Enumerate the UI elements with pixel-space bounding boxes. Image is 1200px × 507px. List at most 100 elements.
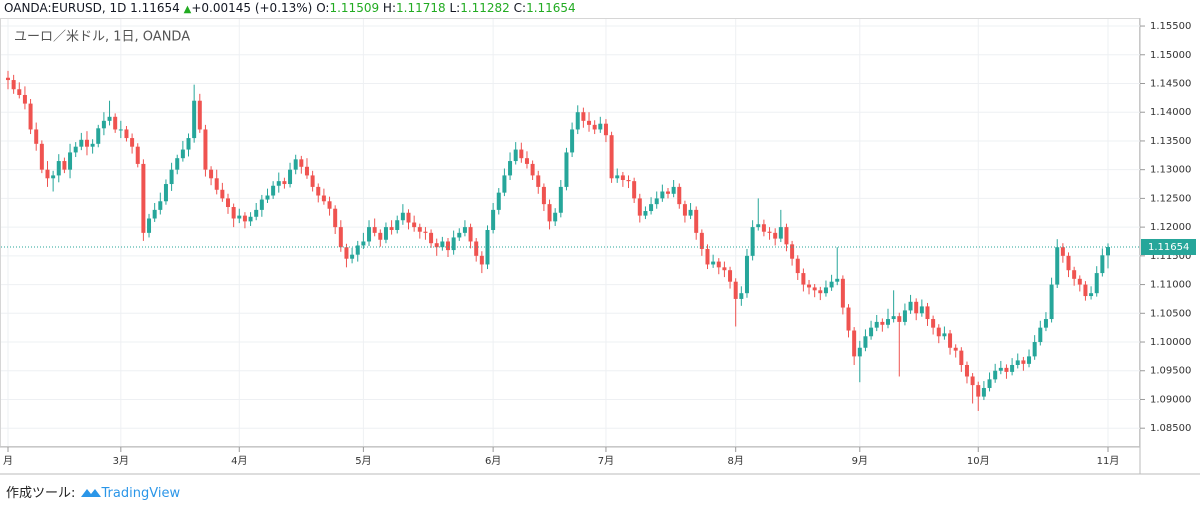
candle-body xyxy=(186,138,191,150)
candle-body xyxy=(440,241,445,248)
candle-body xyxy=(180,149,185,159)
candle-body xyxy=(1027,356,1032,364)
candle-body xyxy=(987,379,992,388)
candle-body xyxy=(993,370,998,380)
symbol: OANDA:EURUSD, 1D xyxy=(4,1,127,15)
candle-body xyxy=(316,186,321,196)
candle-body xyxy=(417,227,422,232)
candle-body xyxy=(22,94,27,104)
candle-body xyxy=(795,258,800,274)
candle-body xyxy=(750,227,755,256)
brand[interactable]: TradingView xyxy=(101,486,181,501)
candle-body xyxy=(462,227,467,233)
candle-body xyxy=(1038,327,1043,343)
candle-body xyxy=(45,169,50,179)
candle-body xyxy=(880,321,885,325)
candle-body xyxy=(891,316,896,320)
candle-body xyxy=(744,255,749,294)
candle-body xyxy=(711,261,716,265)
candle-body xyxy=(1055,247,1060,285)
candle-body xyxy=(378,232,383,240)
plot-frame xyxy=(0,18,1140,447)
candle-body xyxy=(914,301,919,314)
candle-body xyxy=(271,185,276,196)
price-label-box xyxy=(1141,238,1196,255)
candle-body xyxy=(367,227,372,242)
candle-body xyxy=(79,139,84,147)
candle-body xyxy=(350,254,355,259)
candle-body xyxy=(209,169,214,179)
candle-body xyxy=(846,307,851,331)
candle-body xyxy=(1077,278,1082,285)
candle-body xyxy=(276,181,281,186)
candle-body xyxy=(609,135,614,179)
candle-body xyxy=(784,227,789,245)
candle-body xyxy=(451,237,456,251)
candle-body xyxy=(1100,255,1105,274)
candle-body xyxy=(62,161,67,170)
candle-body xyxy=(807,284,812,288)
candle-body xyxy=(429,232,434,244)
low: 1.11282 xyxy=(460,1,510,15)
candle-body xyxy=(547,204,552,222)
candle-body xyxy=(321,195,326,202)
candle-body xyxy=(282,181,287,185)
candle-body xyxy=(812,287,817,291)
l-label: L: xyxy=(449,1,461,15)
candle-body xyxy=(502,175,507,193)
candle-body xyxy=(575,112,580,130)
candle-body xyxy=(835,278,840,282)
candle-body xyxy=(558,186,563,213)
candle-body xyxy=(68,152,73,170)
candle-body xyxy=(175,158,180,170)
candle-body xyxy=(818,290,823,294)
candle-body xyxy=(383,227,388,240)
candle-body xyxy=(508,161,513,176)
candle-body xyxy=(1043,319,1048,328)
candle-body xyxy=(231,207,236,219)
candle-body xyxy=(553,212,558,222)
x-tick-label: 9月 xyxy=(852,455,868,467)
candle-body xyxy=(395,220,400,230)
candle-body xyxy=(1021,360,1026,364)
candle-body xyxy=(90,143,95,147)
candle-body xyxy=(333,208,338,228)
candle-body xyxy=(1015,360,1020,365)
x-tick-label: 月 xyxy=(3,455,13,467)
candle-body xyxy=(761,224,766,232)
candle-body xyxy=(152,209,157,219)
candle-body xyxy=(666,191,670,194)
candle-body xyxy=(1089,293,1094,297)
y-tick-label: 1.15000 xyxy=(1150,50,1191,61)
candle-body xyxy=(897,316,902,322)
candle-body xyxy=(214,178,219,190)
candle-body xyxy=(56,161,61,176)
candle-body xyxy=(643,211,648,216)
y-tick-label: 1.08500 xyxy=(1150,423,1191,434)
candle-body xyxy=(620,175,625,181)
legend: ユーロ／米ドル, 1日, OANDA xyxy=(14,30,190,45)
candle-body xyxy=(1049,284,1054,320)
candle-body xyxy=(11,80,16,90)
candle-body xyxy=(823,287,828,294)
y-tick-label: 1.10000 xyxy=(1150,337,1191,348)
candle-body xyxy=(1094,273,1099,294)
candle-body xyxy=(293,159,298,170)
high: 1.11718 xyxy=(396,1,446,15)
candle-body xyxy=(423,231,428,233)
candle-body xyxy=(327,201,332,209)
y-tick-label: 1.12000 xyxy=(1150,222,1191,233)
candle-body xyxy=(372,227,377,233)
y-tick-label: 1.13500 xyxy=(1150,136,1191,147)
candle-body xyxy=(147,218,152,233)
y-tick-label: 1.15500 xyxy=(1150,21,1191,32)
candle-body xyxy=(288,169,293,185)
candle-body xyxy=(1004,367,1009,372)
candle-body xyxy=(829,281,834,288)
candle-body xyxy=(220,189,225,199)
y-tick-label: 1.13000 xyxy=(1150,165,1191,176)
candle-body xyxy=(925,306,930,320)
candle-body xyxy=(587,120,592,125)
x-tick-label: 10月 xyxy=(967,455,990,467)
